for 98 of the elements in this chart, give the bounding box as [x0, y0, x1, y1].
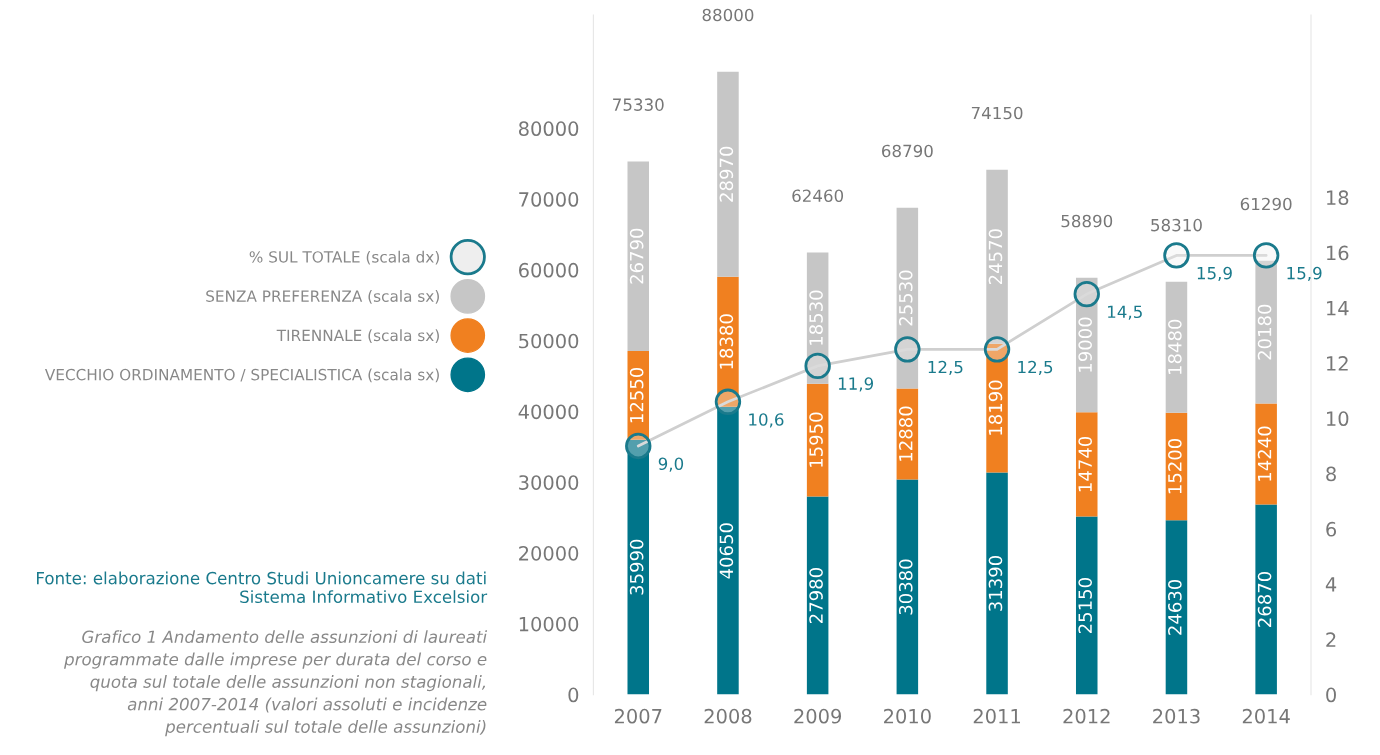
data-label: 24570 — [988, 229, 1003, 285]
point — [625, 432, 652, 460]
data-label: 12,5 — [928, 360, 963, 376]
bar — [627, 161, 650, 352]
y-tick-label: 70000 — [519, 192, 579, 207]
data-label: 27980 — [809, 568, 823, 623]
x-tick-label: 2009 — [794, 708, 842, 724]
data-label: 24630 — [1168, 579, 1182, 635]
bar — [1075, 516, 1098, 695]
total-label: 68790 — [882, 144, 933, 158]
bar — [806, 496, 829, 695]
total-label: 75330 — [613, 98, 664, 111]
bar — [1255, 403, 1277, 505]
data-label: 15200 — [1168, 438, 1182, 494]
x-tick-label: 2008 — [704, 708, 752, 724]
total-label: 58890 — [1061, 214, 1113, 228]
y-tick-label: 60000 — [519, 262, 579, 278]
data-label: 18380 — [719, 314, 734, 369]
x-tick-label: 2014 — [1242, 708, 1290, 724]
data-label: 26790 — [629, 228, 644, 284]
data-label: 12550 — [629, 367, 644, 423]
x-tick-label: 2012 — [1063, 708, 1110, 724]
data-label: 18530 — [809, 290, 823, 345]
point — [1252, 242, 1280, 269]
legend-label: TIRENNALE (scala sx) — [276, 329, 439, 343]
y-tick-label: 10000 — [519, 616, 579, 632]
bar — [1165, 520, 1188, 695]
bar — [627, 351, 650, 440]
data-label: 31390 — [988, 555, 1003, 611]
legend-label: VECCHIO ORDINAMENTO / SPECIALISTICA (scala sx) — [44, 368, 439, 383]
bar — [1255, 260, 1277, 404]
y2-tick-label: 16 — [1327, 245, 1349, 261]
y-tick-label: 80000 — [518, 121, 579, 137]
data-label: 35990 — [629, 539, 644, 595]
data-label: 15,9 — [1197, 266, 1232, 282]
y2-tick-label: 4 — [1325, 577, 1337, 592]
x-tick-label: 2011 — [973, 708, 1020, 724]
data-label: 10,6 — [749, 413, 784, 428]
total-label: 88000 — [702, 8, 754, 22]
data-label: 15,9 — [1287, 266, 1322, 282]
point — [714, 388, 742, 415]
data-label: 40650 — [719, 523, 734, 579]
y2-tick-label: 12 — [1327, 356, 1348, 371]
data-label: 18190 — [988, 380, 1003, 435]
total-label: 61290 — [1240, 197, 1292, 211]
bar — [896, 479, 919, 695]
data-label: 12880 — [898, 406, 913, 461]
y2-tick-label: 2 — [1326, 632, 1336, 647]
x-tick-label: 2013 — [1153, 708, 1200, 724]
x-tick-label: 2007 — [614, 708, 662, 724]
x-tick-label: 2010 — [884, 708, 931, 724]
y-tick-label: 30000 — [519, 475, 579, 490]
y2-tick-label: 18 — [1327, 190, 1349, 206]
point — [804, 352, 831, 380]
data-label: 28970 — [719, 146, 734, 202]
y-tick-label: 50000 — [519, 333, 579, 349]
bar — [1075, 412, 1098, 517]
data-label: 14740 — [1078, 436, 1092, 492]
data-label: 25530 — [898, 270, 913, 326]
y-tick-label: 0 — [568, 687, 579, 703]
bar — [717, 406, 739, 695]
y2-tick-label: 8 — [1326, 466, 1336, 482]
data-label: 12,5 — [1018, 360, 1053, 376]
bar — [986, 472, 1008, 695]
y-tick-label: 20000 — [519, 545, 579, 561]
data-label: 14,5 — [1108, 305, 1142, 320]
total-label: 74150 — [971, 106, 1023, 120]
legend-label: SENZA PREFERENZA (scala sx) — [206, 290, 439, 304]
bar — [1075, 277, 1098, 413]
legend-label: % SUL TOTALE (scala dx) — [249, 250, 439, 265]
y2-tick-label: 14 — [1327, 301, 1349, 316]
data-label: 25150 — [1078, 578, 1092, 633]
y2-tick-label: 0 — [1326, 687, 1336, 703]
text: Grafico 1 Andamento delle assunzioni di laureati programmate dalle imprese per durata del corso e quota sul totale delle assunzioni non stagionali, anni 2007-2014 (valori assoluti e incidenze percentuali sul totale delle assunzioni) — [64, 630, 488, 737]
point — [894, 336, 921, 363]
bar — [1255, 504, 1277, 695]
data-label: 19000 — [1078, 317, 1092, 372]
data-label: 15950 — [809, 412, 823, 467]
data-label: 26870 — [1257, 571, 1272, 627]
data-label: 14240 — [1257, 426, 1272, 481]
bar — [627, 439, 650, 695]
y-tick-label: 40000 — [518, 404, 579, 420]
data-label: 11,9 — [838, 377, 874, 392]
total-label: 58310 — [1151, 218, 1202, 232]
data-label: 20180 — [1257, 304, 1272, 360]
y2-tick-label: 10 — [1327, 411, 1349, 427]
bar — [986, 343, 1008, 473]
total-label: 62460 — [792, 189, 844, 203]
source-note: Fonte: elaborazione Centro Studi Unioncamere su dati Sistema Informativo Excelsior — [37, 571, 488, 604]
y2-tick-label: 6 — [1326, 521, 1337, 537]
bar — [717, 276, 739, 407]
point — [983, 336, 1011, 363]
point — [1163, 242, 1190, 269]
point — [1073, 280, 1100, 308]
data-label: 30380 — [898, 559, 913, 615]
data-label: 18480 — [1168, 319, 1182, 375]
bar — [717, 71, 739, 277]
data-label: 9,0 — [658, 457, 684, 472]
